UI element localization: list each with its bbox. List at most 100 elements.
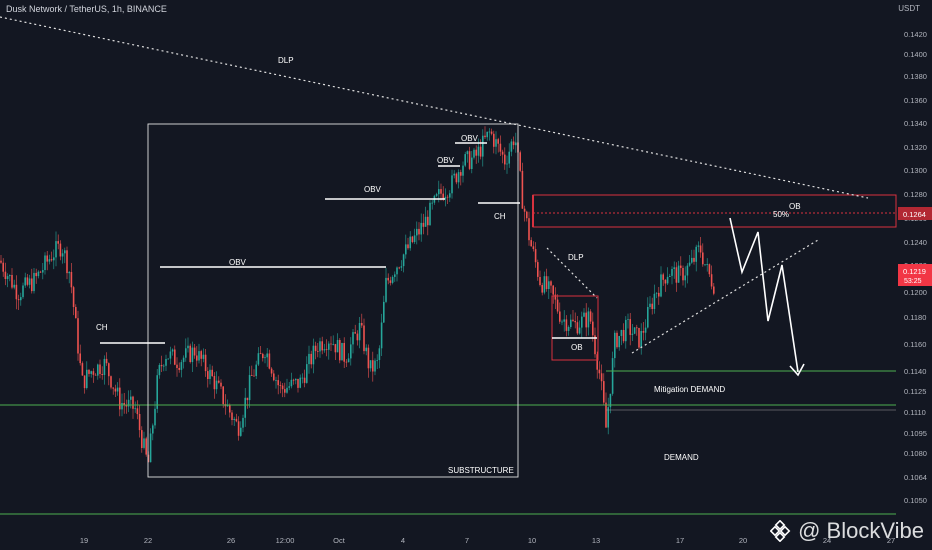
y-tick: 0.1360 <box>904 96 927 105</box>
candle-body <box>453 173 455 176</box>
watermark-text: @ BlockVibe <box>798 518 924 543</box>
candle-body <box>409 236 411 249</box>
candle-body <box>400 266 403 268</box>
candle-body <box>46 255 48 262</box>
candle-body <box>686 265 689 276</box>
candle-body <box>270 368 273 374</box>
candle-body <box>618 336 620 348</box>
candle-body <box>299 377 301 388</box>
svg-text:53:25: 53:25 <box>904 278 922 285</box>
candle-body <box>301 377 304 379</box>
candle-body <box>17 299 20 301</box>
candle-body <box>200 351 202 359</box>
x-tick: 26 <box>227 536 235 545</box>
label-demand: DEMAND <box>664 453 699 462</box>
candle-body <box>625 319 627 342</box>
candle-body <box>158 365 161 376</box>
candle-body <box>585 312 587 328</box>
candle-body <box>446 196 449 198</box>
candle-body <box>440 189 442 194</box>
candle-body <box>130 396 132 400</box>
candle-body <box>262 353 264 359</box>
candle-body <box>105 358 108 364</box>
candle-body <box>211 369 213 377</box>
candle-body <box>675 267 678 283</box>
price-tag-ob: 0.1264 <box>898 207 932 220</box>
candle-body <box>563 319 565 322</box>
candle-body <box>187 345 189 349</box>
candle-body <box>383 301 385 323</box>
candle-body <box>163 365 165 367</box>
label-obv-4: OBV <box>461 134 479 143</box>
candle-body <box>303 377 306 383</box>
candle-body <box>81 363 84 376</box>
candle-body <box>638 328 640 348</box>
candle-body <box>490 131 493 134</box>
candle-body <box>504 154 506 165</box>
candle-body <box>576 322 579 334</box>
candle-body <box>90 371 92 374</box>
watermark: @ BlockVibe <box>770 518 924 544</box>
candle-body <box>110 376 112 388</box>
candle-body <box>543 276 546 293</box>
candle-body <box>358 323 361 341</box>
candle-body <box>642 331 645 333</box>
chart-header[interactable]: Dusk Network / TetherUS, 1h, BINANCE <box>6 4 167 14</box>
candle-body <box>552 285 554 295</box>
candle-body <box>323 349 326 351</box>
candle-body <box>123 403 125 405</box>
label-dlp-top: DLP <box>278 56 294 65</box>
candle-body <box>398 267 400 269</box>
candle-body <box>389 280 392 283</box>
ob-zone-box <box>532 194 897 228</box>
x-tick: 4 <box>401 536 405 545</box>
candle-body <box>6 276 9 279</box>
candle-body <box>279 385 282 386</box>
candle-body <box>246 397 249 401</box>
candle-body <box>515 142 517 146</box>
candle-body <box>702 252 704 265</box>
candle-body <box>680 265 682 268</box>
candle-body <box>11 275 13 288</box>
candle-body <box>484 135 486 138</box>
candle-body <box>631 333 634 335</box>
candle-body <box>42 270 44 273</box>
x-tick: 24 <box>823 536 831 545</box>
candle-body <box>486 131 488 138</box>
candle-body <box>235 418 238 422</box>
candle-body <box>314 345 317 352</box>
y-tick: 0.1200 <box>904 288 927 297</box>
dlp-mid-trendline <box>546 247 598 299</box>
candle-body <box>704 264 706 266</box>
candle-body <box>451 175 453 194</box>
support-lines <box>0 370 896 515</box>
candle-body <box>297 378 299 388</box>
y-tick: 0.1095 <box>904 429 927 438</box>
candle-body <box>649 303 651 307</box>
x-axis[interactable]: 19 22 26 12:00 Oct 4 7 10 13 17 20 24 27 <box>80 536 895 545</box>
candle-body <box>449 193 451 198</box>
candle-body <box>156 375 158 409</box>
y-tick: 0.1380 <box>904 72 927 81</box>
candle-body <box>541 285 543 293</box>
candle-body <box>240 427 242 436</box>
candle-body <box>695 246 697 262</box>
candle-body <box>521 170 524 209</box>
candle-body <box>220 382 222 387</box>
candle-body <box>567 327 570 331</box>
candle-body <box>510 141 513 152</box>
candle-body <box>539 277 541 285</box>
candle-body <box>213 376 216 390</box>
y-tick: 0.1180 <box>904 313 926 322</box>
candle-body <box>464 154 466 166</box>
ob-zone <box>532 194 897 228</box>
candle-body <box>438 189 440 195</box>
candle-body <box>310 353 312 365</box>
candle-body <box>651 303 653 309</box>
candle-body <box>559 311 561 322</box>
candle-body <box>640 331 642 348</box>
label-obv-3: OBV <box>437 156 455 165</box>
candle-body <box>39 271 42 273</box>
candle-body <box>363 325 365 352</box>
